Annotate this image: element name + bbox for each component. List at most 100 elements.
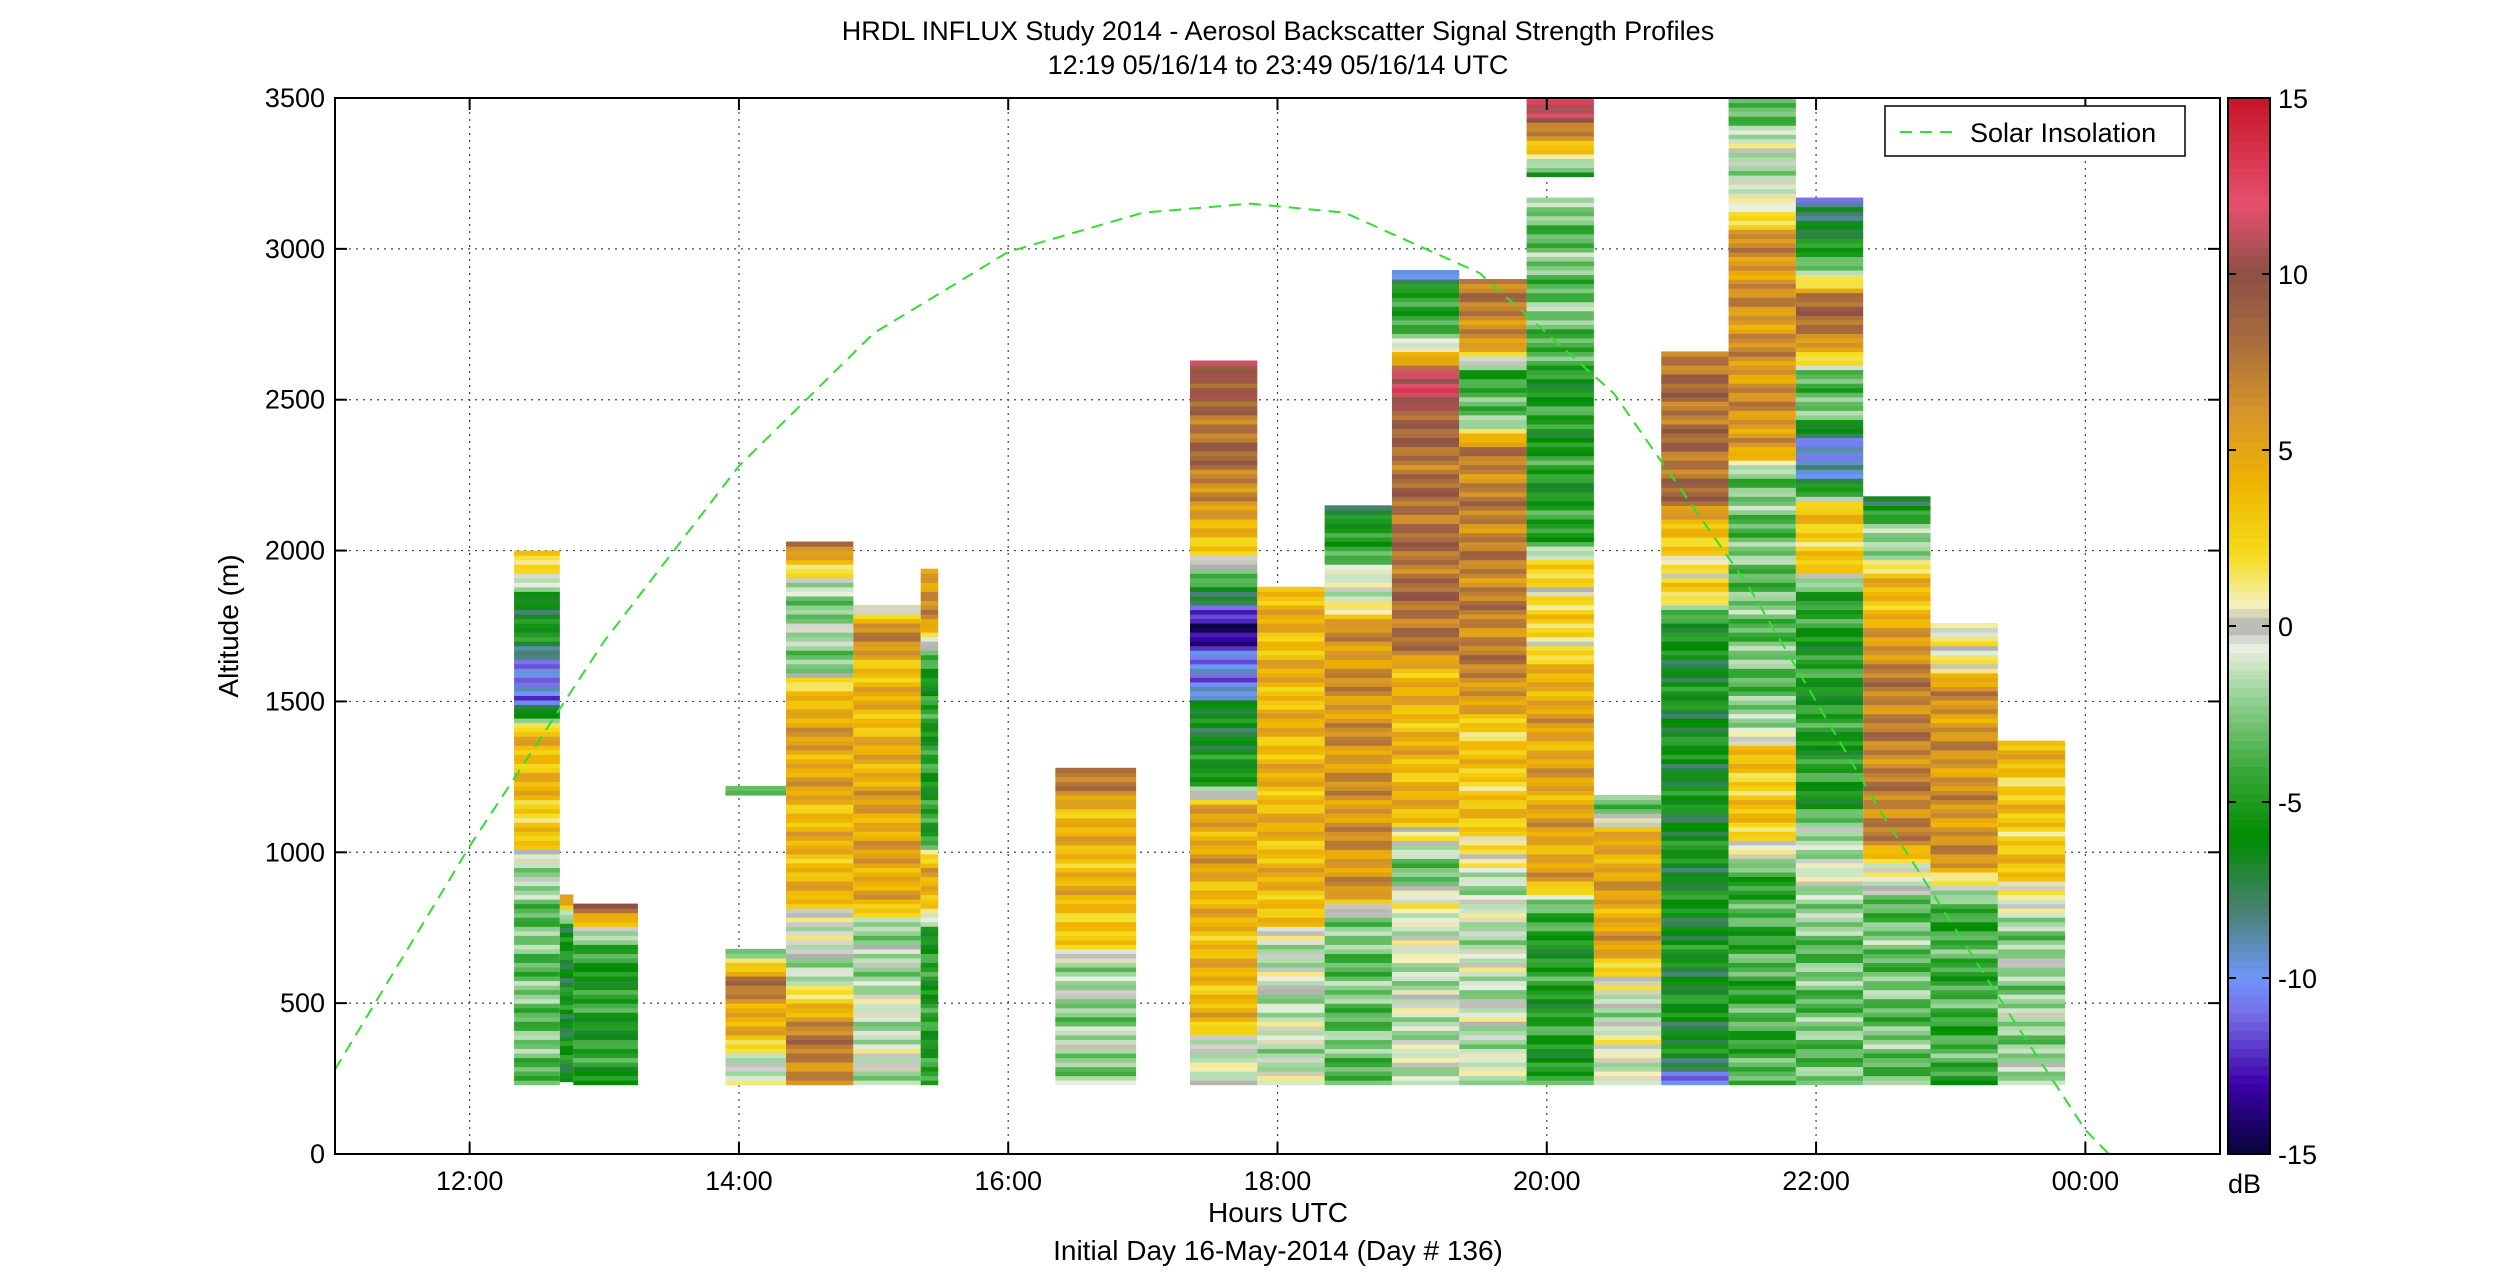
profile-cell <box>514 1061 560 1068</box>
profile-cell <box>1459 310 1527 316</box>
profile-cell <box>1324 532 1392 538</box>
profile-cell <box>1661 478 1729 484</box>
profile-cell <box>1189 1080 1258 1086</box>
colorbar-band <box>2228 590 2270 601</box>
profile-cell <box>1459 663 1527 669</box>
colorbar-band <box>2228 890 2270 900</box>
profile-cell <box>1728 360 1796 366</box>
profile-cell <box>1257 595 1325 601</box>
profile-cell <box>1526 532 1594 538</box>
profile-cell <box>920 790 939 796</box>
profile-cell <box>1863 1034 1931 1040</box>
profile-cell <box>1526 740 1594 746</box>
profile-cell <box>559 1009 574 1015</box>
profile-cell <box>1189 740 1258 746</box>
profile-cell <box>1189 908 1258 914</box>
profile-cell <box>1391 994 1460 1000</box>
profile-cell <box>514 772 560 778</box>
profile-cell <box>1795 681 1864 687</box>
profile-cell <box>1728 659 1796 665</box>
x-tick-label: 00:00 <box>2052 1166 2120 1196</box>
profile-cell <box>1795 645 1864 651</box>
profile-cell <box>1661 564 1729 570</box>
profile-cell <box>514 754 560 760</box>
profile-cell <box>514 641 560 647</box>
profile-cell <box>1997 858 2066 864</box>
profile-cell <box>1257 935 1325 941</box>
profile-cell <box>1526 835 1594 841</box>
profile-cell <box>559 1031 574 1037</box>
profile-cell <box>1728 654 1796 660</box>
profile-cell <box>1795 346 1864 353</box>
profile-cell <box>1189 835 1258 841</box>
profile-cell <box>1795 903 1864 909</box>
profile-cell <box>1863 527 1931 534</box>
profile-cell <box>1526 1016 1594 1022</box>
profile-cell <box>853 930 921 936</box>
profile-cell <box>920 627 939 633</box>
profile-cell <box>1593 885 1662 891</box>
profile-cell <box>1459 921 1527 927</box>
profile-cell <box>920 772 939 778</box>
profile-cell <box>1863 514 1931 520</box>
colorbar-band <box>2228 511 2270 521</box>
profile-cell <box>1795 279 1864 285</box>
profile-cell <box>1526 224 1594 230</box>
profile-cell <box>1526 568 1594 574</box>
profile-cell <box>1189 387 1258 393</box>
profile-cell <box>1257 966 1325 973</box>
profile-cell <box>1728 342 1796 348</box>
profile-cell <box>1324 1016 1392 1022</box>
profile-cell <box>920 1052 939 1059</box>
profile-cell <box>514 908 560 914</box>
colorbar-tick-label: 0 <box>2278 612 2293 642</box>
profile-cell <box>853 1071 921 1077</box>
profile-cell <box>1459 451 1527 457</box>
profile-cell <box>786 944 854 950</box>
profile-cell <box>853 794 921 801</box>
profile-cell <box>1526 1007 1594 1013</box>
profile-cell <box>1795 374 1864 380</box>
profile-cell <box>1930 822 1998 828</box>
profile-cell <box>1055 944 1137 950</box>
profile-cell <box>1526 122 1594 128</box>
profile-cell <box>1459 962 1527 968</box>
profile-cell <box>1863 957 1931 964</box>
profile-cell <box>1189 749 1258 755</box>
profile-cell <box>1391 699 1460 706</box>
profile-cell <box>1257 899 1325 905</box>
profile-cell <box>1593 880 1662 887</box>
profile-cell <box>1728 849 1796 855</box>
profile-cell <box>1526 890 1594 896</box>
profile-cell <box>573 935 638 941</box>
profile-cell <box>559 1063 574 1069</box>
profile-cell <box>1459 862 1527 868</box>
profile-cell <box>1661 632 1729 638</box>
profile-cell <box>1795 392 1864 398</box>
profile-cell <box>1997 1003 2066 1009</box>
profile-cell <box>853 935 921 941</box>
profile-cell <box>1795 704 1864 710</box>
profile-cell <box>1391 781 1460 787</box>
profile-cell <box>1728 269 1796 276</box>
profile-cell <box>1459 867 1527 873</box>
profile-cell <box>1391 392 1460 398</box>
profile-column <box>1795 197 1864 1086</box>
profile-cell <box>786 1030 854 1036</box>
profile-cell <box>1526 301 1594 307</box>
profile-cell <box>514 713 560 719</box>
profile-cell <box>1728 487 1796 493</box>
profile-cell <box>1795 410 1864 416</box>
profile-cell <box>1728 781 1796 787</box>
profile-cell <box>725 1003 787 1009</box>
profile-cell <box>514 899 560 905</box>
profile-cell <box>1391 337 1460 343</box>
profile-cell <box>1930 935 1998 941</box>
profile-cell <box>1391 482 1460 488</box>
profile-cell <box>1930 853 1998 859</box>
profile-cell <box>786 871 854 878</box>
profile-cell <box>1526 288 1594 294</box>
profile-cell <box>1930 831 1998 837</box>
profile-cell <box>1930 944 1998 950</box>
profile-cell <box>1661 428 1729 434</box>
